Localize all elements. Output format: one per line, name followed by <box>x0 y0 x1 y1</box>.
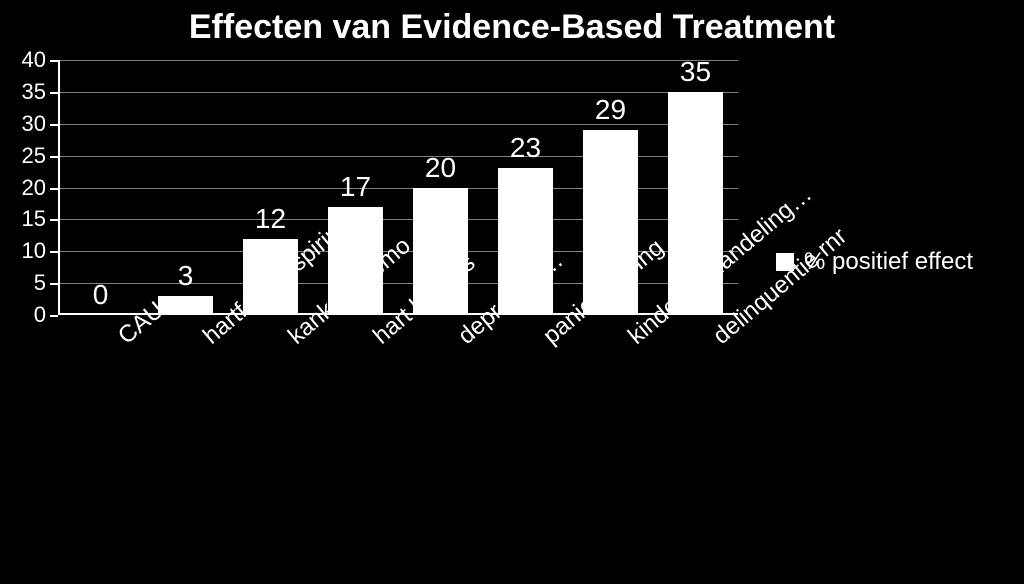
x-axis-label: delinquentie rnr <box>708 329 726 350</box>
y-tick <box>50 92 58 94</box>
y-axis-label: 5 <box>34 270 46 296</box>
y-tick <box>50 251 58 253</box>
x-axis-label: hartfalen aspirine <box>198 329 216 350</box>
legend: % positief effect <box>776 248 973 276</box>
y-axis-label: 0 <box>34 302 46 328</box>
y-axis-label: 30 <box>22 111 46 137</box>
y-axis-label: 35 <box>22 79 46 105</box>
chart-title: Effecten van Evidence-Based Treatment <box>0 8 1024 47</box>
y-tick <box>50 315 58 317</box>
legend-swatch <box>776 253 794 271</box>
y-axis-label: 10 <box>22 238 46 264</box>
y-axis-label: 20 <box>22 175 46 201</box>
y-tick <box>50 124 58 126</box>
y-tick <box>50 219 58 221</box>
y-tick <box>50 283 58 285</box>
y-tick <box>50 188 58 190</box>
legend-label: % positief effect <box>804 248 973 276</box>
y-axis-label: 25 <box>22 143 46 169</box>
x-axis-label: hart bypass <box>368 329 386 350</box>
x-axis-label: kanker chemo <box>283 329 301 350</box>
y-tick <box>50 60 58 62</box>
y-axis-label: 40 <box>22 47 46 73</box>
x-axis-label: kindermishandeling… <box>623 329 641 350</box>
y-axis-label: 15 <box>22 206 46 232</box>
x-axis-label: paniek coping <box>538 329 556 350</box>
chart-container: Effecten van Evidence-Based Treatment 0 5… <box>0 0 1024 584</box>
x-axis-label: CAU <box>113 329 131 350</box>
x-axis-label: depressie… <box>453 329 471 350</box>
y-tick <box>50 156 58 158</box>
